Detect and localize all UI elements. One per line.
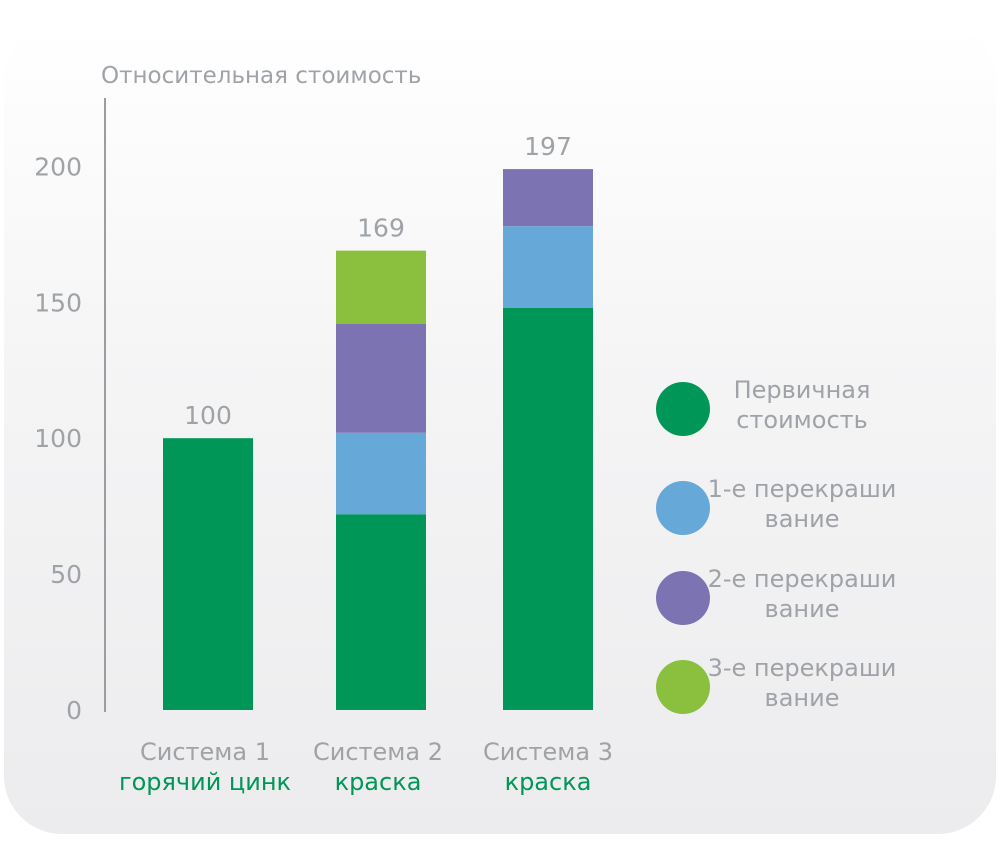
legend-swatch (656, 481, 710, 535)
bar-segment (503, 307, 593, 710)
legend-swatch (656, 382, 710, 436)
bar-total-label: 169 (357, 214, 405, 243)
y-tick-label: 50 (50, 560, 82, 589)
bar-segment (336, 324, 426, 433)
legend-swatch (656, 571, 710, 625)
category-sublabel: краска (335, 768, 422, 796)
bar-segment (503, 169, 593, 227)
y-tick-label: 150 (34, 288, 82, 317)
legend-label: вание (765, 595, 840, 623)
legend-swatch (656, 660, 710, 714)
category-label: Система 1 (140, 738, 270, 766)
y-tick-label: 200 (34, 152, 82, 181)
legend-label: 3-е перекраши (708, 654, 897, 682)
legend-label: 2-е перекраши (708, 565, 897, 593)
bar-total-label: 100 (184, 401, 232, 430)
legend-label: стоимость (736, 406, 868, 434)
category-sublabel: горячий цинк (119, 768, 291, 796)
category-label: Система 2 (313, 738, 443, 766)
bar-segment (336, 250, 426, 325)
bar-segment (163, 438, 253, 710)
legend-label: вание (765, 505, 840, 533)
bar-total-label: 197 (524, 132, 572, 161)
legend-label: вание (765, 684, 840, 712)
bar-segment (503, 226, 593, 308)
y-tick-label: 100 (34, 424, 82, 453)
y-axis-ticks: 0 50 100 150 200 (34, 152, 82, 725)
legend-label: 1-е перекраши (708, 475, 897, 503)
bar-segment (336, 432, 426, 515)
bar-total-labels: 100 169 197 (184, 132, 572, 430)
y-axis-label: Относительная стоимость (101, 63, 421, 89)
bars (163, 169, 593, 710)
category-sublabel: краска (505, 768, 592, 796)
y-tick-label: 0 (66, 696, 82, 725)
legend-label: Первичная (734, 376, 871, 404)
category-label: Система 3 (483, 738, 613, 766)
bar-segment (336, 514, 426, 710)
